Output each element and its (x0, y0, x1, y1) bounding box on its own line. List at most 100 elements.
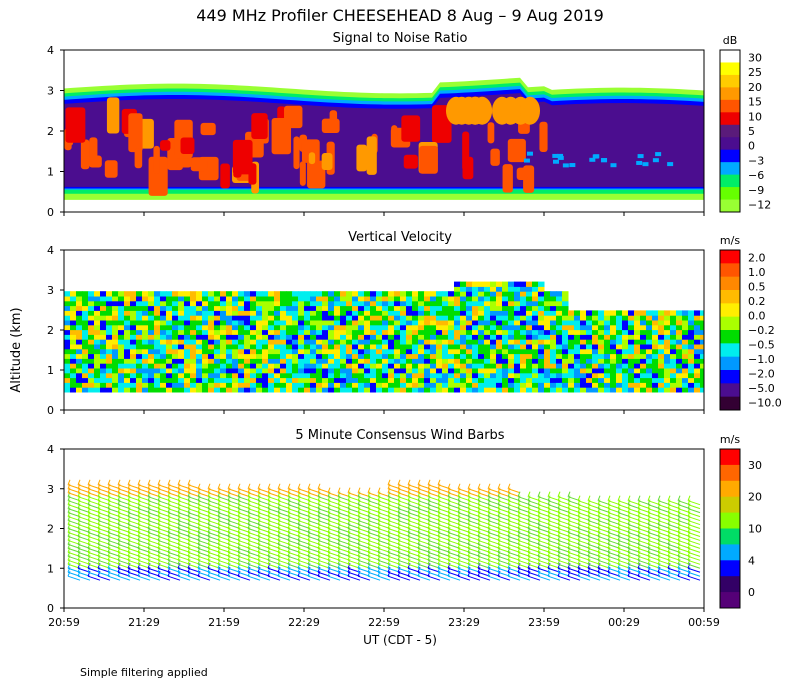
wind-barb (587, 543, 591, 549)
wind-barb (317, 523, 321, 529)
wind-barb (477, 527, 481, 533)
velocity-cell (400, 377, 407, 383)
velocity-cell (166, 344, 173, 350)
velocity-cell (424, 300, 431, 307)
velocity-cell (640, 344, 647, 350)
velocity-cell (316, 348, 323, 355)
wind-barb (607, 543, 611, 549)
velocity-cell (538, 286, 545, 292)
velocity-cell (526, 372, 533, 379)
velocity-cell (268, 387, 275, 393)
velocity-cell (274, 305, 281, 311)
velocity-cell (370, 315, 377, 321)
velocity-cell (532, 358, 539, 364)
velocity-cell (232, 353, 239, 359)
wind-barb (127, 563, 131, 569)
wind-barb (177, 507, 181, 513)
velocity-cell (358, 339, 365, 345)
wind-barb (267, 563, 271, 569)
wind-barb (487, 519, 491, 525)
wind-barb (567, 499, 571, 505)
wind-barb (137, 527, 141, 533)
colorbar-label: −5.0 (748, 382, 775, 395)
velocity-cell (646, 363, 653, 369)
wind-barb (157, 527, 161, 533)
wind-barb (397, 551, 401, 557)
wind-barb (577, 539, 581, 545)
velocity-cell (424, 372, 431, 379)
velocity-cell (262, 372, 269, 379)
wind-barb (467, 503, 471, 509)
velocity-cell (70, 320, 77, 326)
velocity-cell (562, 372, 569, 379)
wind-barb (347, 563, 351, 569)
wind-barb (407, 491, 411, 497)
velocity-cell (418, 344, 425, 350)
wind-barb (187, 567, 191, 573)
velocity-cell (430, 348, 437, 355)
velocity-cell (508, 368, 515, 374)
wind-barb (277, 515, 281, 521)
velocity-cell (310, 377, 317, 383)
velocity-cell (298, 372, 305, 379)
wind-barb (337, 535, 341, 541)
velocity-cell (322, 315, 329, 321)
velocity-cell (172, 310, 179, 316)
velocity-cell (196, 334, 203, 340)
wind-barb (547, 523, 551, 529)
velocity-cell (136, 363, 143, 369)
velocity-cell (676, 387, 683, 393)
velocity-cell (136, 353, 143, 359)
velocity-cell (478, 281, 485, 287)
wind-barb (367, 491, 371, 497)
wind-barb (187, 491, 191, 497)
velocity-cell (508, 382, 515, 388)
wind-barb (397, 559, 401, 565)
velocity-cell (634, 368, 641, 374)
velocity-cell (382, 310, 389, 316)
velocity-cell (442, 382, 449, 388)
velocity-cell (304, 368, 311, 374)
wind-barb (177, 563, 181, 569)
wind-barb (207, 487, 211, 493)
wind-barb (497, 483, 501, 489)
wind-barb (87, 495, 91, 501)
velocity-cell (652, 377, 659, 383)
velocity-cell (358, 382, 365, 388)
wind-barb (587, 551, 591, 557)
velocity-cell (70, 382, 77, 388)
velocity-cell (388, 310, 395, 316)
velocity-cell (142, 339, 149, 345)
velocity-cell (664, 320, 671, 326)
velocity-cell (514, 334, 521, 340)
wind-barb (287, 559, 291, 565)
velocity-cell (472, 300, 479, 307)
wind-barb (417, 483, 421, 489)
velocity-cell (400, 363, 407, 369)
velocity-cell (580, 315, 587, 321)
wind-barb (287, 491, 291, 497)
velocity-cell (406, 296, 413, 302)
wind-barb (127, 539, 131, 545)
velocity-cell (244, 348, 251, 355)
wind-barb (467, 499, 471, 505)
velocity-cell (682, 324, 689, 331)
velocity-cell (538, 291, 545, 297)
velocity-cell (316, 339, 323, 345)
velocity-cell (694, 310, 701, 316)
wind-barb (337, 559, 341, 565)
velocity-cell (178, 344, 185, 350)
wind-barb (317, 563, 321, 569)
wind-barb (287, 563, 291, 569)
velocity-cell (454, 387, 461, 393)
wind-barb (387, 539, 391, 545)
wind-barb (307, 499, 311, 505)
wind-barb (627, 511, 631, 517)
velocity-cell (550, 305, 557, 311)
wind-barb (447, 515, 451, 521)
velocity-cell (472, 339, 479, 345)
wind-barb (187, 575, 201, 581)
wind-barb (347, 567, 351, 573)
wind-barb (487, 535, 491, 541)
wind-barb (407, 567, 411, 573)
